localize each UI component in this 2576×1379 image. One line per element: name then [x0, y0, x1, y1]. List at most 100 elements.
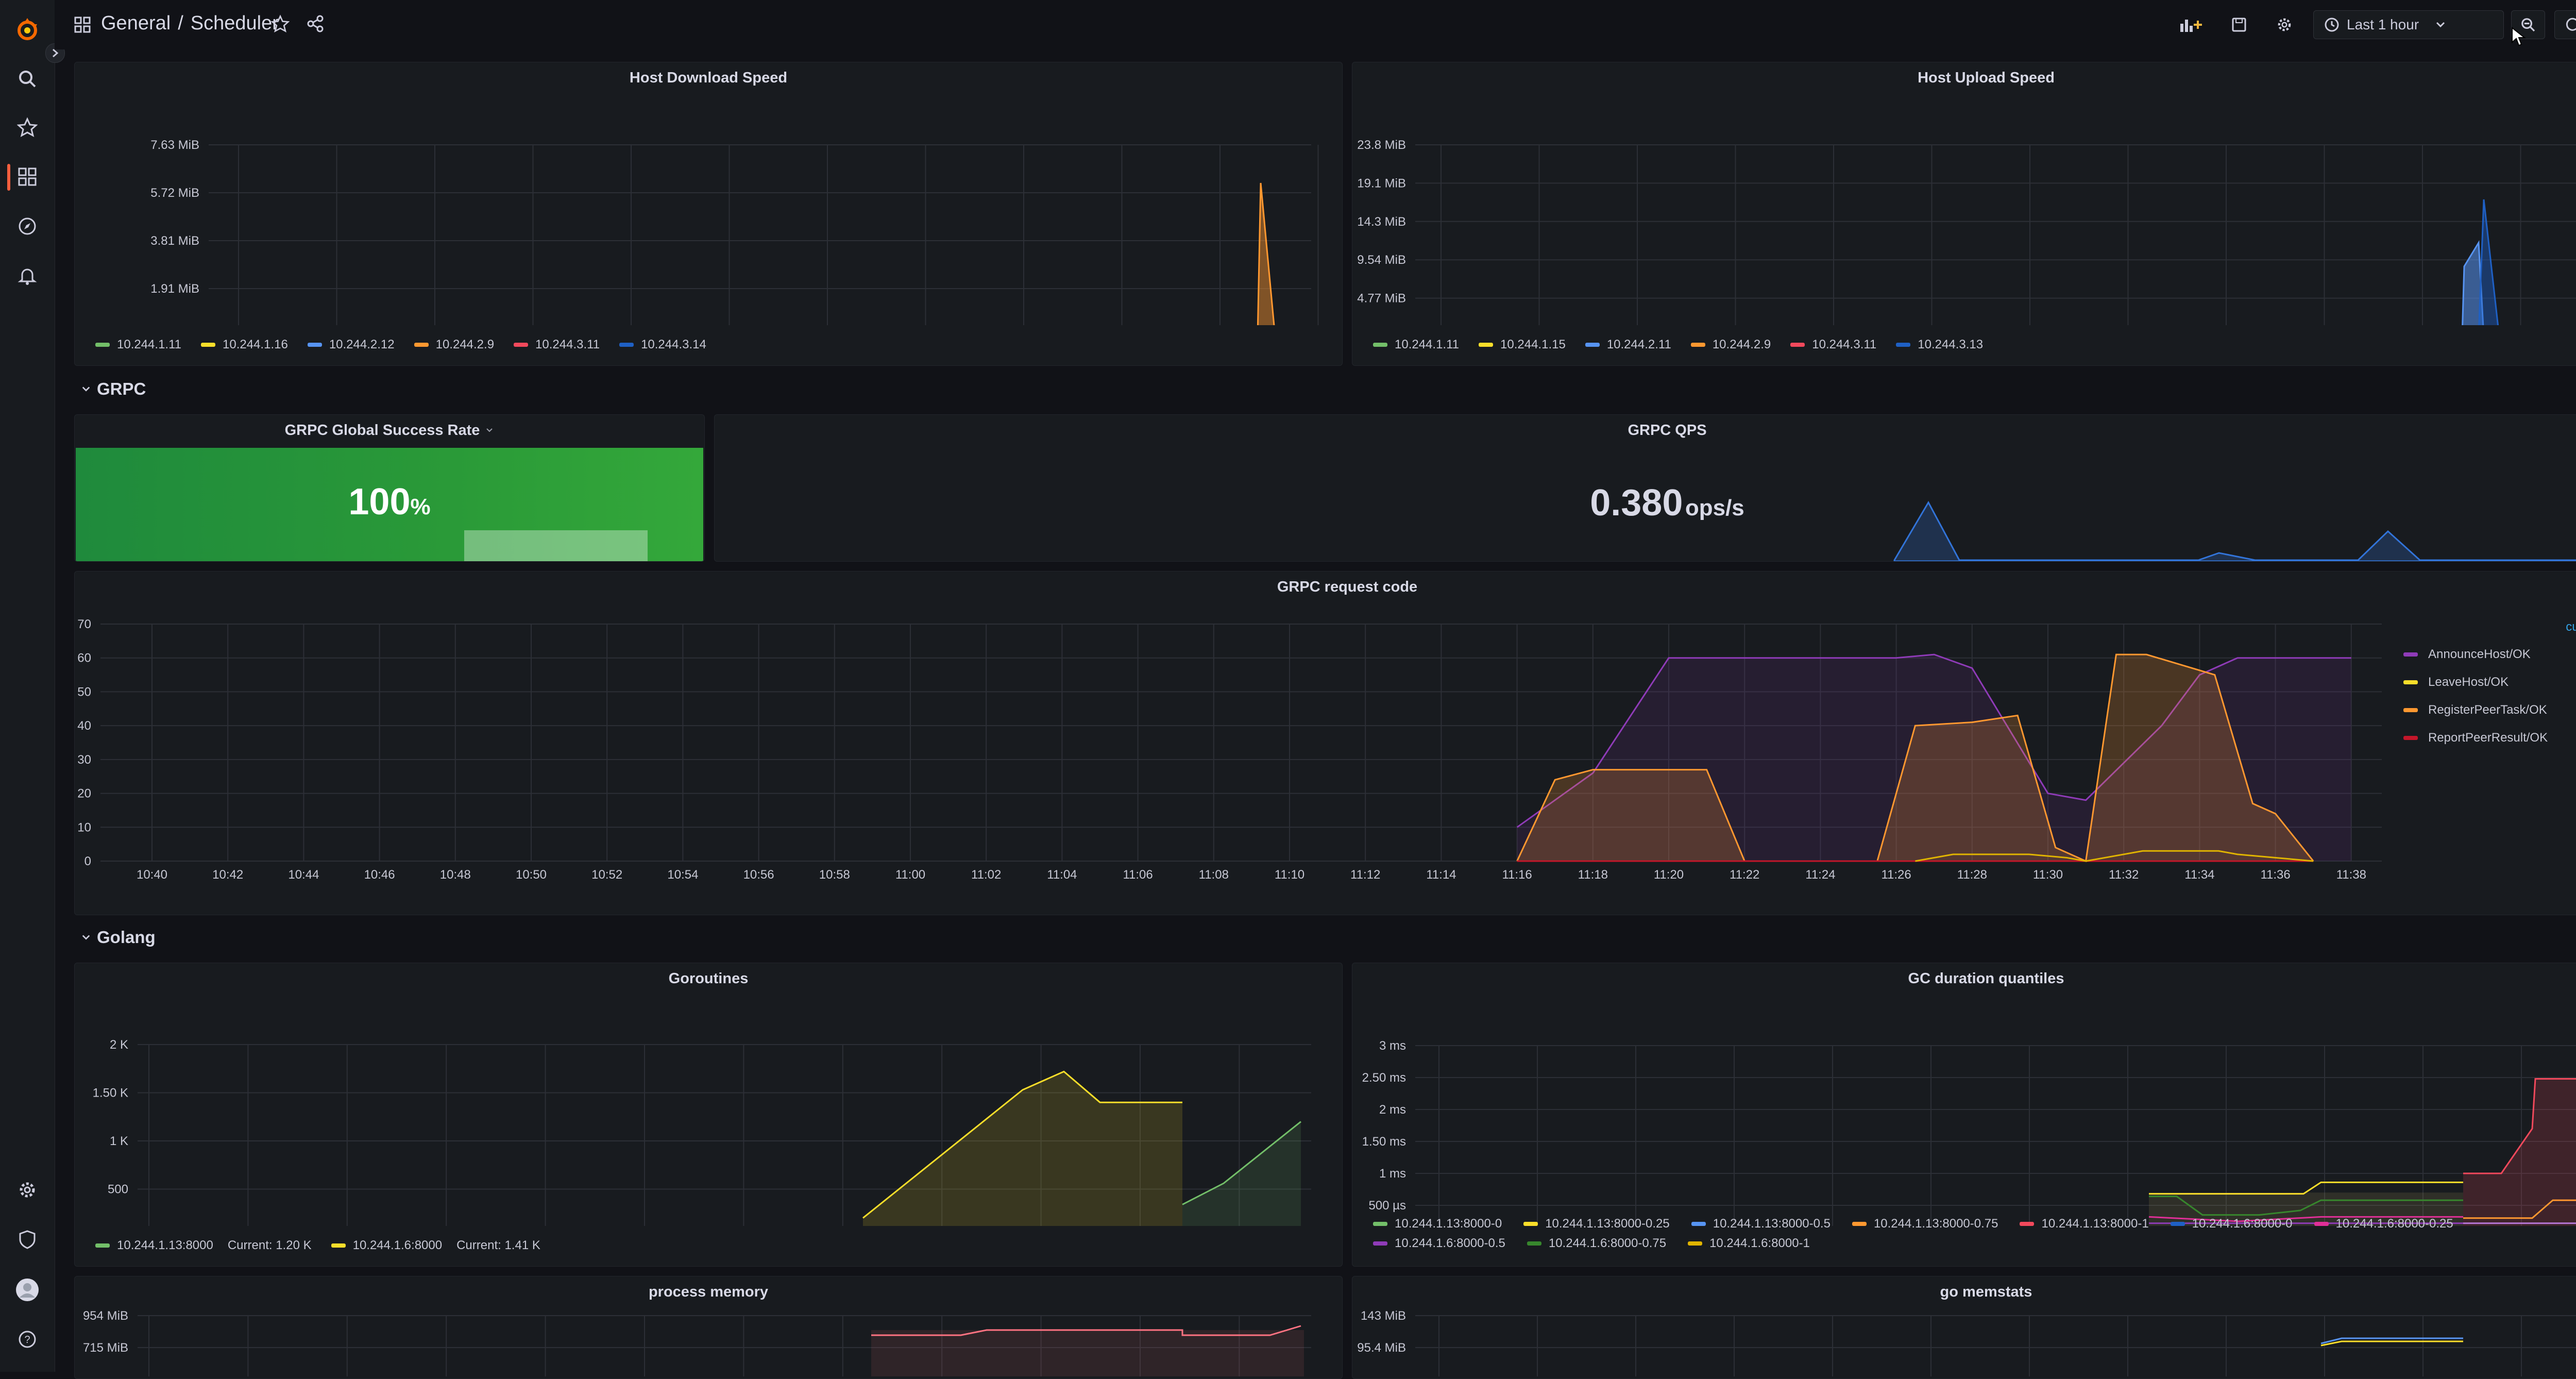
legend-current-value: Current: 1.41 K — [456, 1238, 540, 1252]
legend-item[interactable]: 10.244.1.13:8000 Current: 1.20 K — [95, 1238, 312, 1253]
star-icon[interactable] — [271, 14, 290, 33]
compass-icon[interactable] — [10, 209, 44, 243]
save-dashboard-button[interactable] — [2224, 10, 2255, 39]
panel-go-memstats[interactable]: go memstats 143 MiB 95.4 MiB — [1352, 1276, 2576, 1379]
legend-item[interactable]: 10.244.3.11 — [514, 338, 600, 352]
legend-swatch — [1585, 343, 1600, 347]
goroutines-chart[interactable]: 2 K1.50 K1 K500010:4010:4510:5010:5511:0… — [75, 994, 1343, 1226]
x-tick-label: 11:32 — [2109, 868, 2139, 882]
x-tick-label: 11:34 — [2184, 868, 2214, 882]
legend-item[interactable]: 10.244.1.6:8000-0.5 — [1373, 1236, 1505, 1251]
dashboard-title[interactable]: Scheduler — [190, 12, 279, 34]
grpc-code-chart[interactable]: 70 60 50 40 30 20 10 0 10:40 10:42 10:44 10:46 10:48… — [75, 602, 2393, 912]
y-tick-label: 3 ms — [1379, 1039, 1406, 1053]
legend-label: ReportPeerResult/OK — [2428, 731, 2548, 745]
expand-sidebar-button[interactable] — [45, 43, 65, 63]
dashboards-icon[interactable] — [10, 160, 44, 194]
legend-item[interactable]: 10.244.1.16 — [201, 338, 288, 352]
x-tick-label: 10:42 — [212, 868, 243, 882]
panel-host-download-speed[interactable]: Host Download Speed 7.63 MiB 5.72 MiB 3.81… — [74, 62, 1343, 366]
bell-icon[interactable] — [10, 259, 44, 293]
x-tick-label: 10:58 — [819, 868, 850, 882]
legend-header-current[interactable]: current — [2566, 620, 2576, 634]
legend-item[interactable]: 10.244.1.13:8000-0 — [1373, 1217, 1502, 1231]
panel-grpc-request-code[interactable]: GRPC request code 70 60 50 40 30 20 10 0 10:40 10… — [74, 571, 2576, 915]
legend-item[interactable]: 10.244.1.13:8000-0.5 — [1691, 1217, 1831, 1231]
avatar[interactable] — [10, 1273, 44, 1307]
grafana-logo[interactable] — [10, 12, 44, 46]
dashboard-settings-button[interactable] — [2269, 10, 2300, 39]
panel-grpc-qps[interactable]: GRPC QPS 0.380 ops/s — [714, 414, 2576, 562]
series-10-244-1-13-8000-1 — [2463, 1078, 2576, 1174]
star-icon[interactable] — [10, 110, 44, 144]
series-area — [871, 1330, 1304, 1376]
legend-swatch — [1790, 343, 1805, 347]
legend-label: 10.244.2.9 — [1712, 338, 1771, 351]
legend-item[interactable]: 10.244.1.13:8000-0.75 — [1852, 1217, 1998, 1231]
chevron-down-icon[interactable] — [485, 422, 494, 436]
legend-item[interactable]: 10.244.1.13:8000-1 — [2020, 1217, 2149, 1231]
panel-goroutines[interactable]: Goroutines 2 K1.50 K1 K500010:4010:4510:… — [74, 963, 1343, 1267]
go-memstats-chart[interactable]: 143 MiB 95.4 MiB — [1352, 1304, 2576, 1376]
legend-swatch — [1688, 1241, 1703, 1246]
dashboards-icon — [74, 16, 91, 33]
legend-label: 10.244.1.16 — [223, 338, 288, 351]
legend-swatch — [1852, 1222, 1867, 1226]
legend-item[interactable]: 10.244.2.11 — [1585, 338, 1671, 352]
legend-item[interactable]: 10.244.2.9 — [1690, 338, 1771, 352]
host-upload-chart[interactable]: 23.8 MiB 19.1 MiB 14.3 MiB 9.54 MiB 4.77 MiB… — [1352, 93, 2576, 325]
legend-item[interactable]: 10.244.1.15 — [1479, 338, 1566, 352]
legend-item[interactable]: 10.244.3.14 — [619, 338, 706, 352]
legend-row[interactable]: AnnounceHost/OK60.0 — [2403, 641, 2576, 668]
chevron-down-icon — [82, 386, 90, 392]
series-10-244-1-13-8000-0-75 — [2463, 1199, 2576, 1219]
x-tick-label: 11:26 — [1881, 868, 1911, 882]
share-icon[interactable] — [306, 14, 325, 33]
gear-icon[interactable] — [10, 1173, 44, 1207]
breadcrumb-folder[interactable]: General — [101, 12, 171, 34]
legend-item[interactable]: 10.244.1.6:8000-0 — [2170, 1217, 2293, 1231]
legend-item[interactable]: 10.244.1.6:8000-1 — [1688, 1236, 1810, 1251]
add-panel-button[interactable] — [2172, 10, 2211, 39]
y-tick-label: 143 MiB — [1361, 1309, 1406, 1323]
legend-label: 10.244.1.11 — [1395, 338, 1460, 351]
row-header-golang[interactable]: Golang — [81, 928, 156, 947]
legend-label: RegisterPeerTask/OK — [2428, 703, 2547, 717]
time-range-label: Last 1 hour — [2347, 16, 2419, 32]
panel-title: GRPC QPS — [1628, 422, 1707, 439]
series-10-244-1-13-8000-area — [1182, 1121, 1301, 1226]
x-tick-label: 11:24 — [1805, 868, 1835, 882]
panel-gc-duration[interactable]: GC duration quantiles 3 ms 2.50 ms 2 ms 1.5… — [1352, 963, 2576, 1267]
legend-item[interactable]: 10.244.2.9 — [414, 338, 494, 352]
panel-process-memory[interactable]: process memory 954 MiB 715 MiB — [74, 1276, 1343, 1379]
legend-item[interactable]: 10.244.1.11 — [95, 338, 181, 352]
legend-item[interactable]: 10.244.3.11 — [1790, 338, 1876, 352]
legend-label: 10.244.1.13:8000 — [117, 1238, 213, 1252]
process-memory-chart[interactable]: 954 MiB 715 MiB — [75, 1304, 1343, 1376]
time-range-picker[interactable]: Last 1 hour — [2313, 10, 2504, 39]
legend-item[interactable]: 10.244.1.6:8000-0.75 — [1527, 1236, 1666, 1251]
legend-item[interactable]: 10.244.1.6:8000-0.25 — [2314, 1217, 2453, 1231]
legend-row[interactable]: RegisterPeerTask/OK0 — [2403, 696, 2576, 724]
legend-item[interactable]: 10.244.2.12 — [307, 338, 395, 352]
legend-item[interactable]: 10.244.3.13 — [1896, 338, 1983, 352]
refresh-button[interactable] — [2554, 10, 2576, 39]
row-header-grpc[interactable]: GRPC — [81, 379, 146, 399]
legend-row[interactable]: LeaveHost/OK0 — [2403, 668, 2576, 696]
stat-background: 100% — [76, 448, 703, 561]
panel-host-upload-speed[interactable]: Host Upload Speed 23.8 MiB 19.1 MiB 14.3 M… — [1352, 62, 2576, 366]
legend-swatch — [1527, 1241, 1541, 1246]
series-10-244-1-13-8000-1-area — [2463, 1079, 2576, 1226]
y-tick-label: 3.81 MiB — [150, 234, 199, 248]
legend-item[interactable]: 10.244.1.6:8000 Current: 1.41 K — [331, 1238, 540, 1253]
search-icon[interactable] — [10, 62, 44, 96]
panel-grpc-success-rate[interactable]: GRPC Global Success Rate 100% — [74, 414, 705, 562]
y-tick-label: 1.50 ms — [1362, 1135, 1406, 1149]
legend-item[interactable]: 10.244.1.11 — [1373, 338, 1459, 352]
help-icon[interactable]: ? — [10, 1322, 44, 1356]
shield-icon[interactable] — [10, 1222, 44, 1256]
legend-item[interactable]: 10.244.1.13:8000-0.25 — [1523, 1217, 1670, 1231]
legend-row[interactable]: ReportPeerResult/OK0 — [2403, 724, 2576, 752]
